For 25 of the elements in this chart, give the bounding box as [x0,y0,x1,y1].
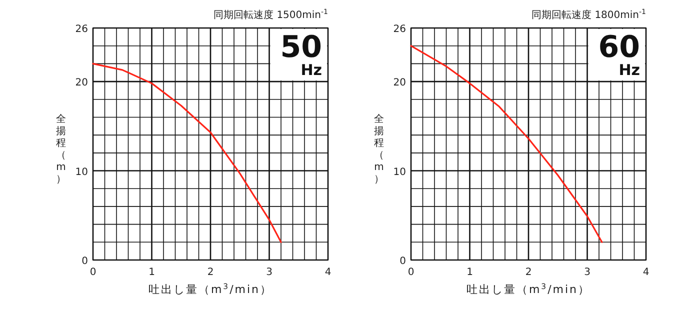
y-tick-label: 0 [82,256,88,267]
x-tick-label: 4 [324,267,332,278]
chart-title: 同期回転速度 1800min$^{-1}$ [532,8,646,21]
x-tick-label: 0 [90,267,96,278]
y-tick-label: 0 [400,256,406,267]
chart-title: 同期回転速度 1500min$^{-1}$ [214,8,328,21]
x-tick-label: 1 [148,267,155,278]
x-tick-label: 2 [525,267,532,278]
y-tick-label: 10 [393,166,406,178]
y-axis-title: 全揚程（m） [56,113,66,185]
x-tick-label: 0 [408,267,414,278]
y-tick-label: 20 [75,78,88,89]
x-tick-label: 3 [584,267,590,278]
x-axis-title: 吐出し量（m$^{3}$/min） [148,282,273,296]
x-tick-label: 4 [642,267,650,278]
x-tick-label: 3 [266,267,272,278]
y-tick-label: 10 [75,166,88,178]
x-axis-title: 吐出し量（m$^{3}$/min） [466,282,591,296]
x-tick-label: 2 [207,267,214,278]
y-axis-title: 全揚程（m） [374,113,384,185]
line-series [92,62,282,243]
x-tick-label: 1 [466,267,473,278]
y-tick-label: 26 [75,24,88,35]
y-tick-label: 20 [393,78,406,89]
y-tick-label: 26 [393,24,406,35]
